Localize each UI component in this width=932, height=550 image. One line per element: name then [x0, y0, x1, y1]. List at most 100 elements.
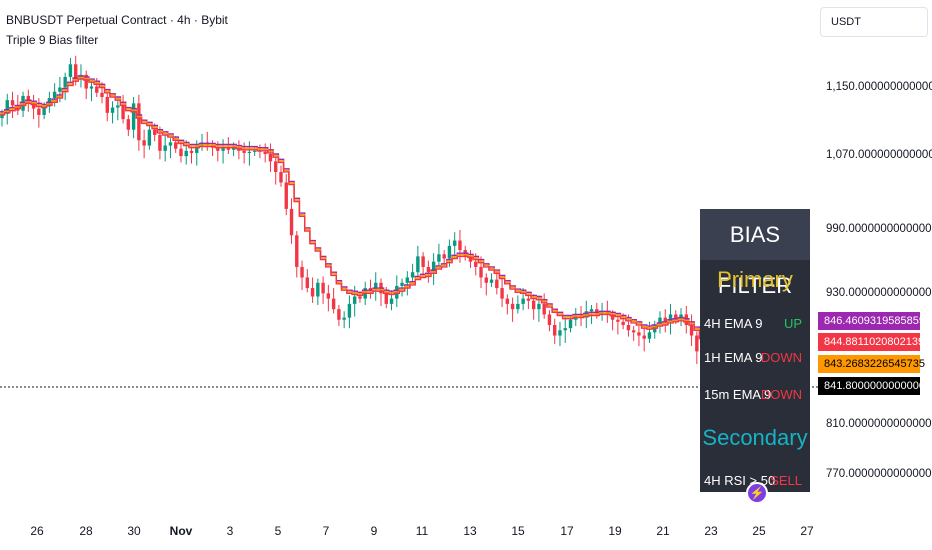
candle-body	[431, 261, 436, 273]
candle-body	[616, 319, 620, 322]
candle-body	[568, 319, 573, 329]
ema-1h-line	[0, 75, 763, 408]
price-axis-label: 810.0000000000000	[826, 418, 932, 430]
candle-body	[542, 303, 546, 315]
candle-body	[189, 150, 194, 153]
time-axis-label: 17	[560, 524, 574, 538]
time-axis-label: Nov	[169, 524, 193, 538]
candle-body	[626, 325, 631, 331]
candle-body	[531, 300, 536, 310]
candles-layer	[0, 55, 762, 449]
candle-body	[358, 296, 362, 299]
candle-body	[668, 314, 673, 322]
candle-body	[168, 142, 173, 146]
candle-body	[5, 100, 9, 114]
candle-body	[479, 266, 483, 278]
candle-body	[284, 182, 288, 209]
symbol-title: BNBUSDT Perpetual Contract · 4h · Bybit	[6, 13, 228, 27]
candle-body	[274, 161, 278, 172]
price-axis-label: 990.0000000000000	[826, 223, 932, 235]
bias-row: 4H EMA 9 UP	[700, 316, 810, 336]
time-axis-label: 15	[511, 524, 525, 538]
candle-body	[610, 314, 615, 320]
candle-body	[495, 279, 499, 289]
candle-body	[0, 113, 4, 119]
candle-body	[121, 105, 125, 120]
candle-body	[631, 330, 636, 333]
candle-body	[100, 92, 104, 97]
candle-body	[331, 298, 336, 310]
candle-body	[489, 279, 494, 283]
candle-body	[52, 91, 57, 99]
candle-body	[263, 151, 267, 154]
candle-body	[110, 107, 115, 113]
time-axis-label: 28	[79, 524, 93, 538]
candle-body	[279, 171, 283, 183]
price-tag-ema-4h: 844.8811020802139	[818, 333, 924, 351]
candle-body	[179, 148, 183, 157]
currency-selector[interactable]: USDT	[820, 7, 928, 37]
candle-body	[58, 87, 62, 92]
candle-body	[642, 335, 646, 339]
candle-body	[621, 321, 625, 325]
time-axis-label: 26	[30, 524, 44, 538]
candle-body	[663, 317, 667, 322]
ema-4h-line	[0, 78, 763, 412]
price-axis-label: 930.0000000000000	[826, 287, 932, 299]
price-tag-ema-1h: 846.4609319585859	[818, 312, 925, 330]
candle-body	[105, 97, 109, 113]
bias-row-label: 1H EMA 9	[704, 350, 763, 365]
ema-lines-layer	[0, 75, 763, 412]
candle-body	[316, 282, 320, 297]
bias-row: 15m EMA 9 DOWN	[700, 387, 810, 407]
time-axis-label: 23	[704, 524, 718, 538]
candle-body	[516, 303, 520, 310]
candle-body	[474, 261, 478, 267]
candle-body	[410, 272, 415, 278]
candle-body	[289, 208, 294, 236]
candle-body	[31, 103, 36, 109]
bias-row-status: UP	[783, 316, 802, 331]
candle-body	[137, 103, 141, 141]
candle-body	[131, 103, 136, 130]
candle-body	[73, 64, 78, 80]
bias-filter-title: BIAS FILTER	[700, 209, 810, 298]
candle-body	[547, 314, 552, 325]
time-axis-label: 13	[463, 524, 477, 538]
lightning-icon[interactable]: ⚡	[746, 482, 768, 504]
candle-body	[268, 154, 273, 162]
candle-body	[510, 303, 515, 310]
bias-row-label: 15m EMA 9	[704, 387, 772, 402]
candle-body	[484, 277, 488, 283]
candle-body	[521, 298, 525, 304]
candle-body	[505, 298, 510, 304]
candle-body	[89, 86, 94, 89]
time-axis-label: 27	[800, 524, 814, 538]
candle-body	[426, 266, 431, 273]
candle-body	[310, 288, 315, 297]
candle-body	[226, 147, 231, 150]
candle-body	[400, 282, 404, 286]
time-axis-label: 19	[608, 524, 622, 538]
candle-body	[374, 282, 378, 291]
candle-body	[195, 146, 199, 153]
candle-body	[526, 298, 531, 301]
candle-body	[558, 330, 562, 336]
candle-body	[295, 235, 299, 267]
candle-body	[468, 256, 473, 262]
candle-body	[152, 129, 157, 135]
candle-body	[142, 140, 146, 146]
candle-body	[563, 328, 567, 331]
candle-body	[216, 147, 220, 151]
bias-row-status: DOWN	[760, 350, 802, 365]
candle-body	[221, 147, 225, 151]
time-axis-label: 7	[322, 524, 330, 538]
price-axis-label: 1,070.0000000000000	[826, 149, 932, 161]
candle-body	[452, 240, 457, 246]
candle-body	[537, 303, 541, 310]
candle-body	[158, 135, 162, 151]
candle-body	[437, 254, 441, 262]
candle-body	[84, 74, 88, 89]
candle-body	[147, 129, 152, 146]
